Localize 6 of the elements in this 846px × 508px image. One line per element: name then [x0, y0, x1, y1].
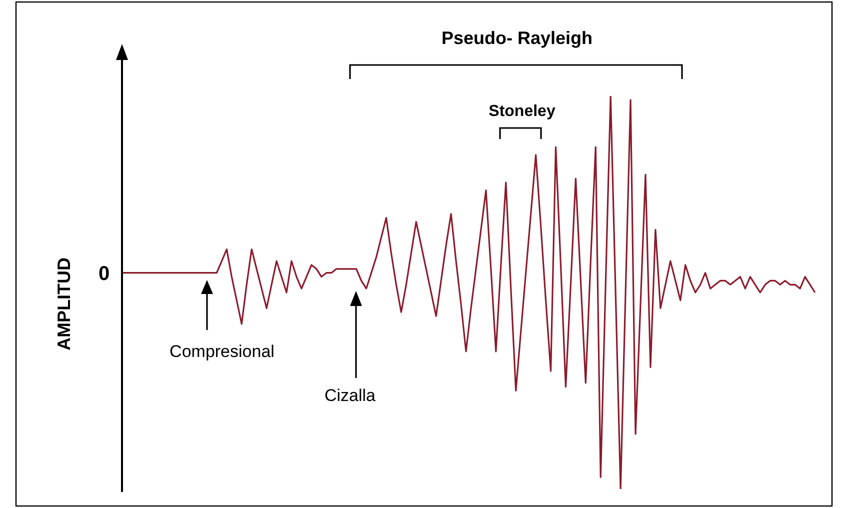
- annotation: Compresional: [170, 342, 274, 361]
- y-axis-title: AMPLITUD: [54, 258, 74, 350]
- annotation: Cizalla: [324, 386, 376, 405]
- text: Pseudo- Rayleigh: [441, 28, 593, 48]
- annotation: Stoneley: [488, 103, 556, 120]
- text: 0: [98, 263, 110, 285]
